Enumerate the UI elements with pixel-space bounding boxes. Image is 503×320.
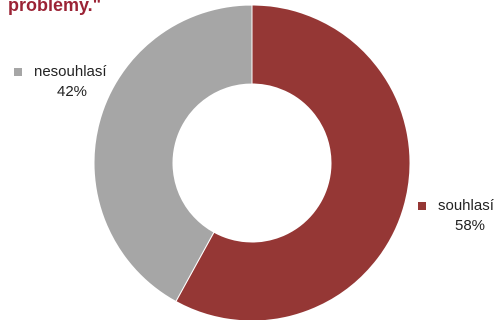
- chart-title: problémy.": [8, 0, 102, 15]
- slice-nesouhlasi: [93, 4, 253, 303]
- label-nesouhlasi-percent: 42%: [56, 83, 88, 100]
- label-souhlasi-percent: 58%: [454, 217, 486, 234]
- slice-souhlasi: [175, 4, 411, 320]
- label-souhlasi-name: souhlasí: [438, 197, 494, 214]
- label-souhlasi: souhlasí 58%: [418, 196, 503, 236]
- label-nesouhlasi: nesouhlasí 42%: [14, 62, 124, 102]
- legend-swatch-nesouhlasi: [14, 68, 22, 76]
- legend-swatch-souhlasi: [418, 202, 426, 210]
- label-nesouhlasi-name: nesouhlasí: [34, 63, 107, 80]
